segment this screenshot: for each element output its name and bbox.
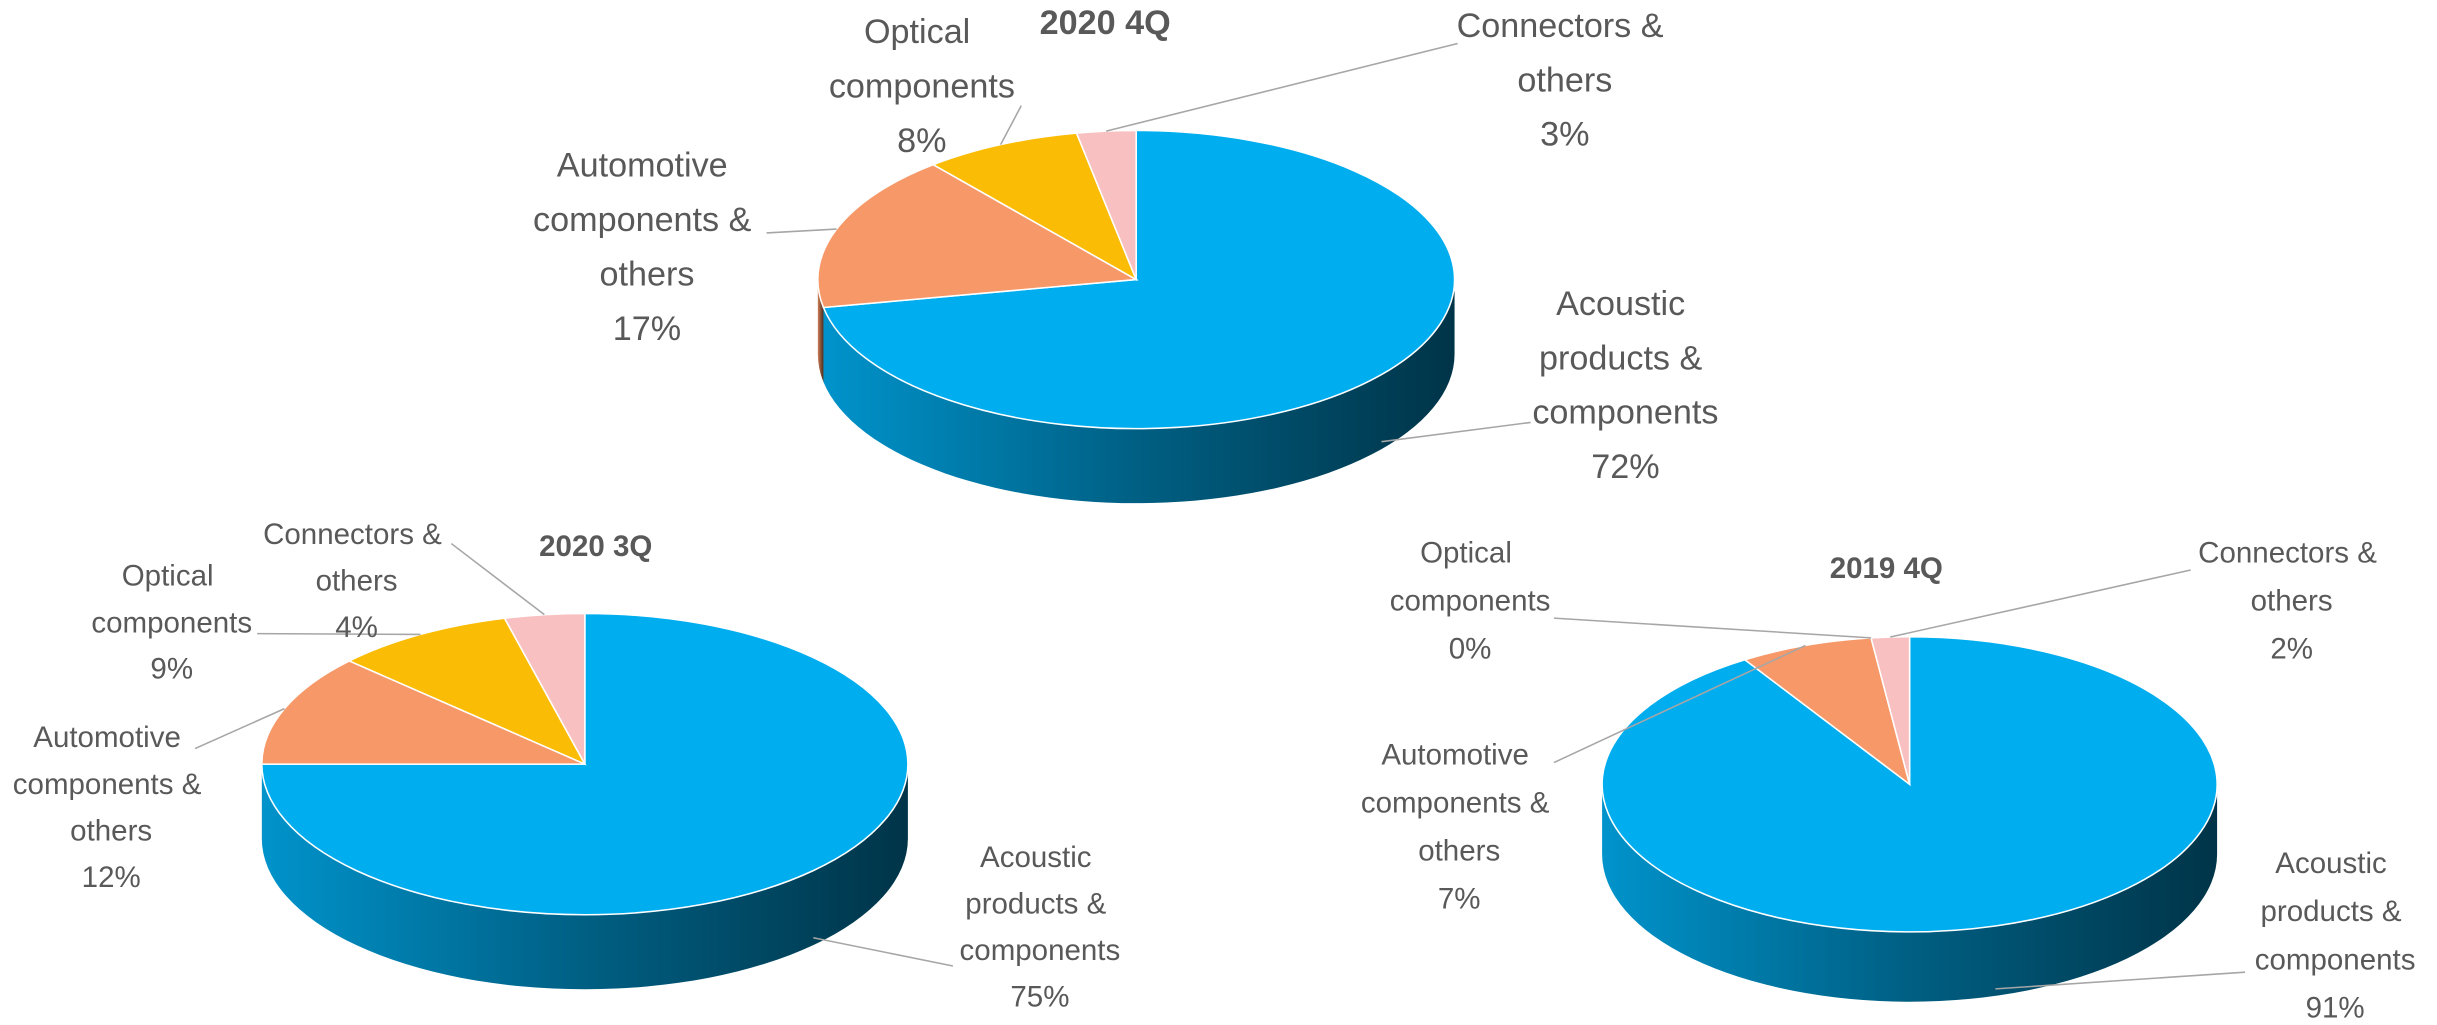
leader-line <box>1553 617 1872 639</box>
slice-label: Acoustic products & components <box>2255 847 2416 976</box>
value-label: 75% <box>1010 980 1069 1013</box>
slice-label: Automotive components & others <box>1361 738 1558 867</box>
leader-line <box>1381 421 1531 443</box>
value-label: 91% <box>2306 991 2365 1024</box>
leader-line <box>194 707 285 750</box>
leader-line <box>450 542 545 616</box>
leader-line <box>813 936 954 967</box>
value-label: 3% <box>1540 116 1589 154</box>
value-label: 4% <box>335 611 378 644</box>
value-label: 9% <box>150 653 193 686</box>
pie-side <box>823 279 1455 504</box>
leader-line <box>1106 42 1458 132</box>
value-label: 0% <box>1449 633 1492 666</box>
pie-side <box>261 764 908 990</box>
leader-line <box>257 632 421 636</box>
leader-line <box>1553 644 1806 764</box>
pie-slice <box>261 660 586 765</box>
leader-line <box>766 228 837 234</box>
chart-title: 2019 4Q <box>1830 552 1943 585</box>
value-label: 12% <box>82 861 141 894</box>
slice-label: Automotive components & others <box>13 721 210 847</box>
slice-label: Connectors & others <box>2198 536 2385 617</box>
leader-line <box>1995 971 2246 990</box>
chart-title: 2020 4Q <box>1040 4 1171 42</box>
value-label: 8% <box>897 122 946 160</box>
chart-title: 2020 3Q <box>539 530 652 563</box>
pie-slice <box>1075 129 1137 280</box>
slice-label: Connectors & others <box>1457 7 1673 99</box>
slice-label: Acoustic products & components <box>1532 285 1718 432</box>
value-label: 2% <box>2270 633 2313 666</box>
slice-label: Automotive components & others <box>533 147 761 294</box>
slice-label: Optical components <box>829 13 1015 105</box>
slice-label: Acoustic products & components <box>960 841 1121 967</box>
slice-label: Optical components <box>1390 536 1551 617</box>
pie-slice <box>931 132 1138 282</box>
slice-label: Optical components <box>91 560 252 640</box>
pie-slice <box>817 163 1139 309</box>
leader-line <box>999 105 1022 146</box>
slice-label: Connectors & others <box>263 518 450 598</box>
pie-side <box>1602 784 2218 1002</box>
value-label: 72% <box>1591 448 1659 486</box>
value-label: 7% <box>1438 883 1481 916</box>
value-label: 17% <box>613 310 681 348</box>
pie-slice <box>1870 635 1911 785</box>
leader-line <box>1890 569 2191 638</box>
pie-slice <box>822 129 1456 430</box>
pie-slice <box>347 617 587 766</box>
